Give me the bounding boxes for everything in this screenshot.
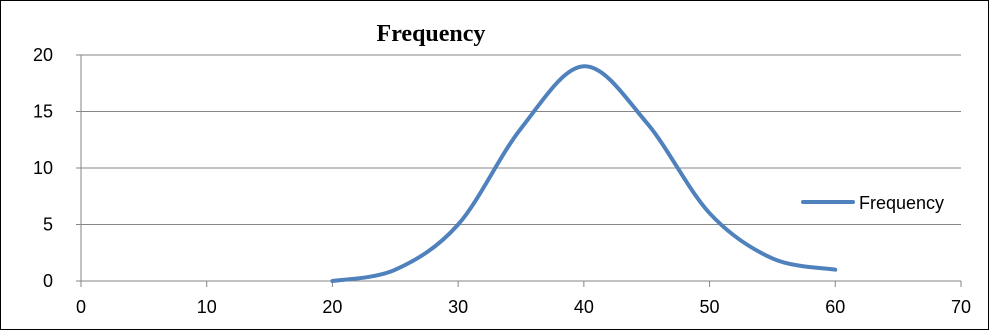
- plot-area: [330, 64, 838, 283]
- x-tick-label: 70: [951, 297, 971, 317]
- x-tick-label: 60: [825, 297, 845, 317]
- y-tick-label: 0: [43, 271, 53, 291]
- legend: Frequency: [801, 193, 944, 213]
- y-axis: 0 5 10 15 20: [33, 45, 82, 291]
- x-tick-label: 0: [76, 297, 86, 317]
- x-axis: 0 10 20 30 40 50 60 70: [76, 281, 971, 317]
- x-tick-label: 30: [448, 297, 468, 317]
- x-tick-label: 40: [574, 297, 594, 317]
- x-tick-label: 20: [322, 297, 342, 317]
- legend-label: Frequency: [859, 193, 944, 213]
- y-tick-label: 20: [33, 45, 53, 65]
- y-tick-label: 10: [33, 158, 53, 178]
- y-tick-label: 15: [33, 102, 53, 122]
- series-line: [330, 64, 838, 283]
- grid-lines: [81, 54, 961, 282]
- x-tick-label: 10: [197, 297, 217, 317]
- x-tick-label: 50: [700, 297, 720, 317]
- y-tick-label: 5: [43, 215, 53, 235]
- chart-title: Frequency: [377, 21, 486, 47]
